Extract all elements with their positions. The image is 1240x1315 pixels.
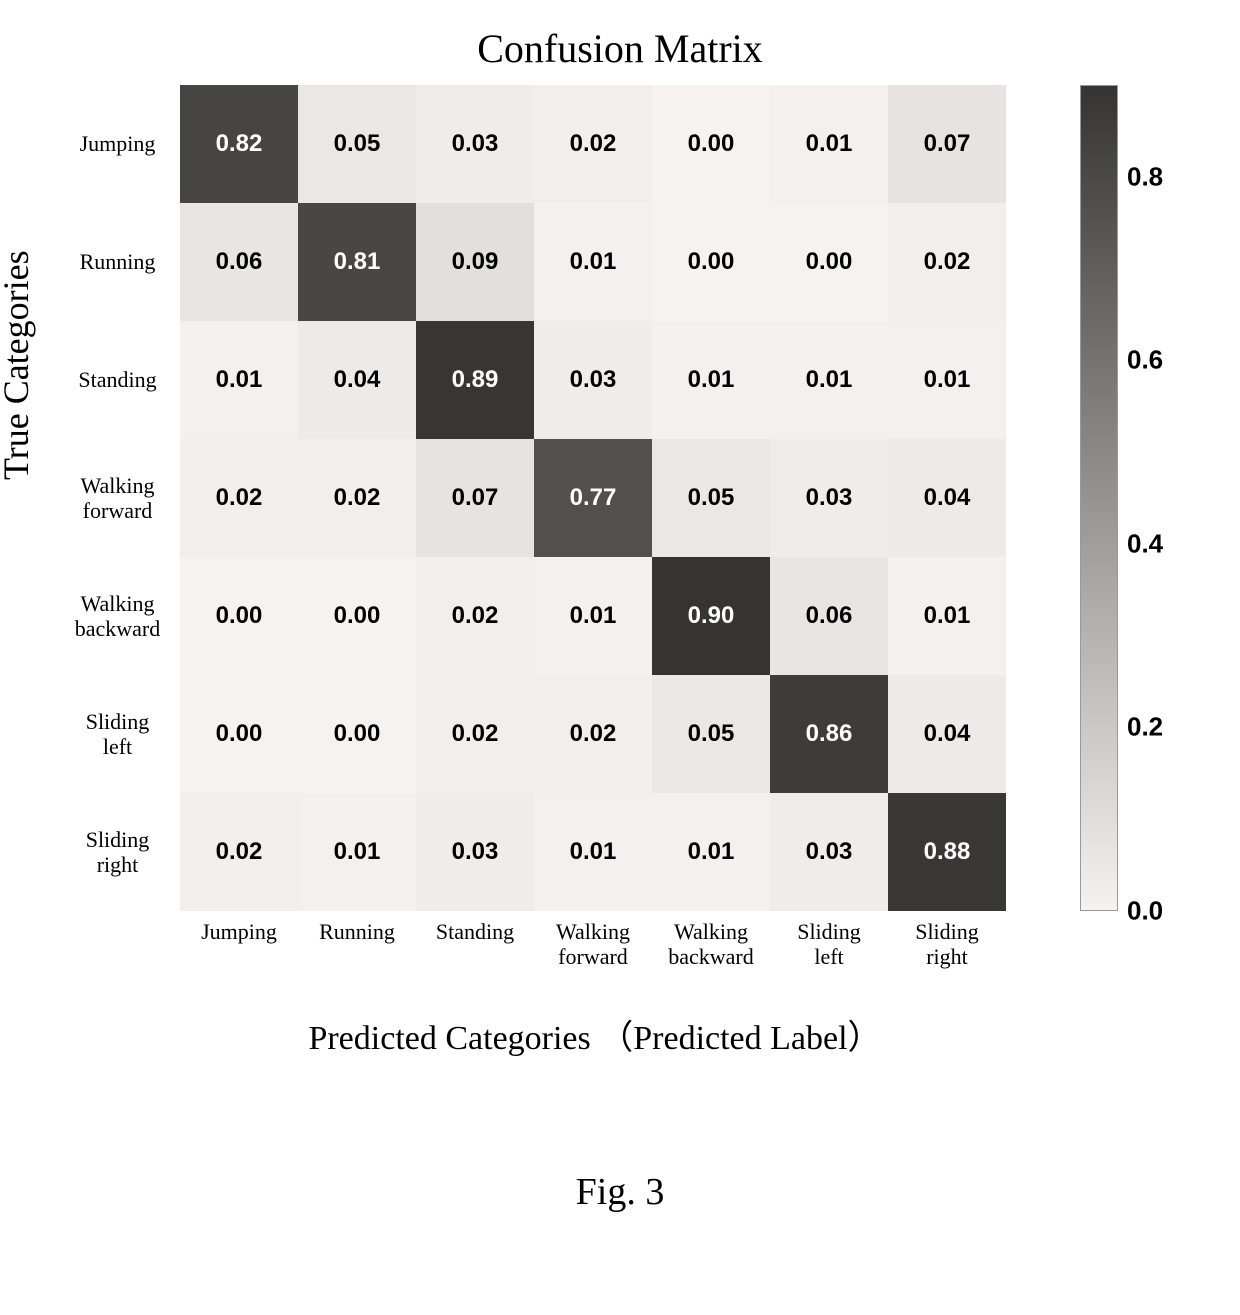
colorbar-tick-label: 0.2 (1127, 712, 1163, 743)
y-tick-label: Jumping (60, 85, 175, 203)
matrix-cell: 0.00 (180, 557, 298, 675)
matrix-cell: 0.02 (416, 675, 534, 793)
matrix-cell: 0.77 (534, 439, 652, 557)
matrix-cell: 0.01 (888, 557, 1006, 675)
matrix-cell: 0.01 (534, 557, 652, 675)
matrix-cell: 0.00 (652, 85, 770, 203)
matrix-cell: 0.01 (770, 85, 888, 203)
x-tick-labels: JumpingRunningStandingWalkingforwardWalk… (180, 915, 1006, 995)
matrix-cell: 0.86 (770, 675, 888, 793)
x-tick-label: Slidingright (888, 915, 1006, 995)
matrix-cell: 0.01 (770, 321, 888, 439)
matrix-cell: 0.04 (298, 321, 416, 439)
x-tick-label: Jumping (180, 915, 298, 995)
matrix-cell: 0.02 (298, 439, 416, 557)
colorbar-tick-label: 0.8 (1127, 161, 1163, 192)
y-tick-label: Running (60, 203, 175, 321)
matrix-cell: 0.02 (180, 439, 298, 557)
matrix-cell: 0.09 (416, 203, 534, 321)
matrix-cell: 0.06 (770, 557, 888, 675)
y-tick-label: Slidingright (60, 793, 175, 911)
y-axis-label: True Categories (0, 250, 37, 480)
matrix-cell: 0.90 (652, 557, 770, 675)
matrix-cell: 0.82 (180, 85, 298, 203)
matrix-cell: 0.00 (298, 557, 416, 675)
matrix-cell: 0.04 (888, 439, 1006, 557)
matrix-cell: 0.04 (888, 675, 1006, 793)
matrix-cell: 0.00 (770, 203, 888, 321)
x-tick-label: Walkingbackward (652, 915, 770, 995)
matrix-cell: 0.07 (416, 439, 534, 557)
matrix-cell: 0.81 (298, 203, 416, 321)
colorbar: 0.00.20.40.60.8 (1065, 85, 1205, 911)
matrix-cell: 0.02 (534, 85, 652, 203)
matrix-cell: 0.01 (180, 321, 298, 439)
matrix-cell: 0.05 (298, 85, 416, 203)
figure-caption: Fig. 3 (0, 1170, 1240, 1214)
confusion-matrix-heatmap: 0.820.050.030.020.000.010.070.060.810.09… (180, 85, 1006, 911)
colorbar-gradient (1080, 85, 1118, 911)
colorbar-ticks: 0.00.20.40.60.8 (1127, 85, 1197, 911)
matrix-cell: 0.03 (534, 321, 652, 439)
matrix-cell: 0.01 (888, 321, 1006, 439)
colorbar-tick-label: 0.6 (1127, 345, 1163, 376)
y-tick-labels: JumpingRunningStandingWalkingforwardWalk… (60, 85, 175, 911)
matrix-cell: 0.02 (416, 557, 534, 675)
colorbar-tick-label: 0.4 (1127, 528, 1163, 559)
matrix-cell: 0.05 (652, 439, 770, 557)
matrix-cell: 0.03 (770, 793, 888, 911)
y-tick-label: Standing (60, 321, 175, 439)
matrix-cell: 0.06 (180, 203, 298, 321)
matrix-cell: 0.00 (180, 675, 298, 793)
x-axis-label: Predicted Categories （Predicted Label） (180, 1010, 1010, 1059)
x-tick-label: Running (298, 915, 416, 995)
matrix-cell: 0.01 (298, 793, 416, 911)
x-tick-label: Standing (416, 915, 534, 995)
matrix-cell: 0.03 (416, 85, 534, 203)
y-tick-label: Walkingbackward (60, 557, 175, 675)
y-tick-label: Walkingforward (60, 439, 175, 557)
matrix-cell: 0.01 (652, 793, 770, 911)
x-tick-label: Slidingleft (770, 915, 888, 995)
matrix-cell: 0.00 (298, 675, 416, 793)
matrix-cell: 0.02 (534, 675, 652, 793)
matrix-cell: 0.03 (770, 439, 888, 557)
colorbar-tick-label: 0.0 (1127, 896, 1163, 927)
matrix-cell: 0.01 (652, 321, 770, 439)
x-tick-label: Walkingforward (534, 915, 652, 995)
matrix-cell: 0.88 (888, 793, 1006, 911)
matrix-cell: 0.07 (888, 85, 1006, 203)
matrix-cell: 0.01 (534, 793, 652, 911)
matrix-cell: 0.02 (180, 793, 298, 911)
matrix-cell: 0.00 (652, 203, 770, 321)
matrix-cell: 0.89 (416, 321, 534, 439)
chart-title: Confusion Matrix (0, 25, 1240, 72)
y-tick-label: Slidingleft (60, 675, 175, 793)
matrix-cell: 0.05 (652, 675, 770, 793)
matrix-cell: 0.03 (416, 793, 534, 911)
matrix-cell: 0.02 (888, 203, 1006, 321)
matrix-cell: 0.01 (534, 203, 652, 321)
